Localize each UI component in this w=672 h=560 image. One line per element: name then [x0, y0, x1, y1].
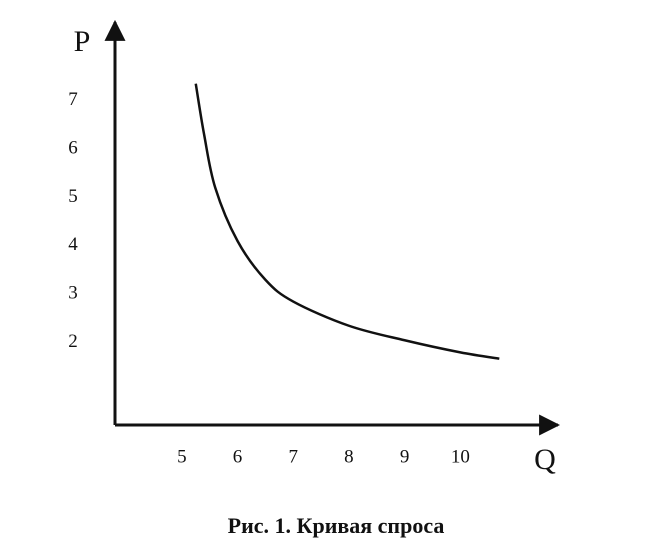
- y-tick-label: 7: [68, 89, 78, 110]
- x-tick-label: 7: [288, 446, 298, 467]
- x-tick-label: 5: [177, 446, 187, 467]
- x-tick-label: 6: [233, 446, 243, 467]
- y-tick-label: 6: [68, 137, 78, 158]
- x-tick-label: 8: [344, 446, 354, 467]
- x-tick-label: 10: [451, 446, 470, 467]
- y-tick-label: 5: [68, 186, 78, 207]
- y-tick-label: 3: [68, 283, 78, 304]
- y-tick-label: 2: [68, 331, 78, 352]
- demand-curve: [194, 83, 500, 360]
- x-axis-label: Q: [534, 443, 556, 476]
- x-tick-label: 9: [400, 446, 410, 467]
- chart-title: Рис. 1. Кривая спроса: [228, 513, 445, 538]
- y-tick-label: 4: [68, 234, 78, 255]
- y-axis-label: P: [74, 25, 91, 58]
